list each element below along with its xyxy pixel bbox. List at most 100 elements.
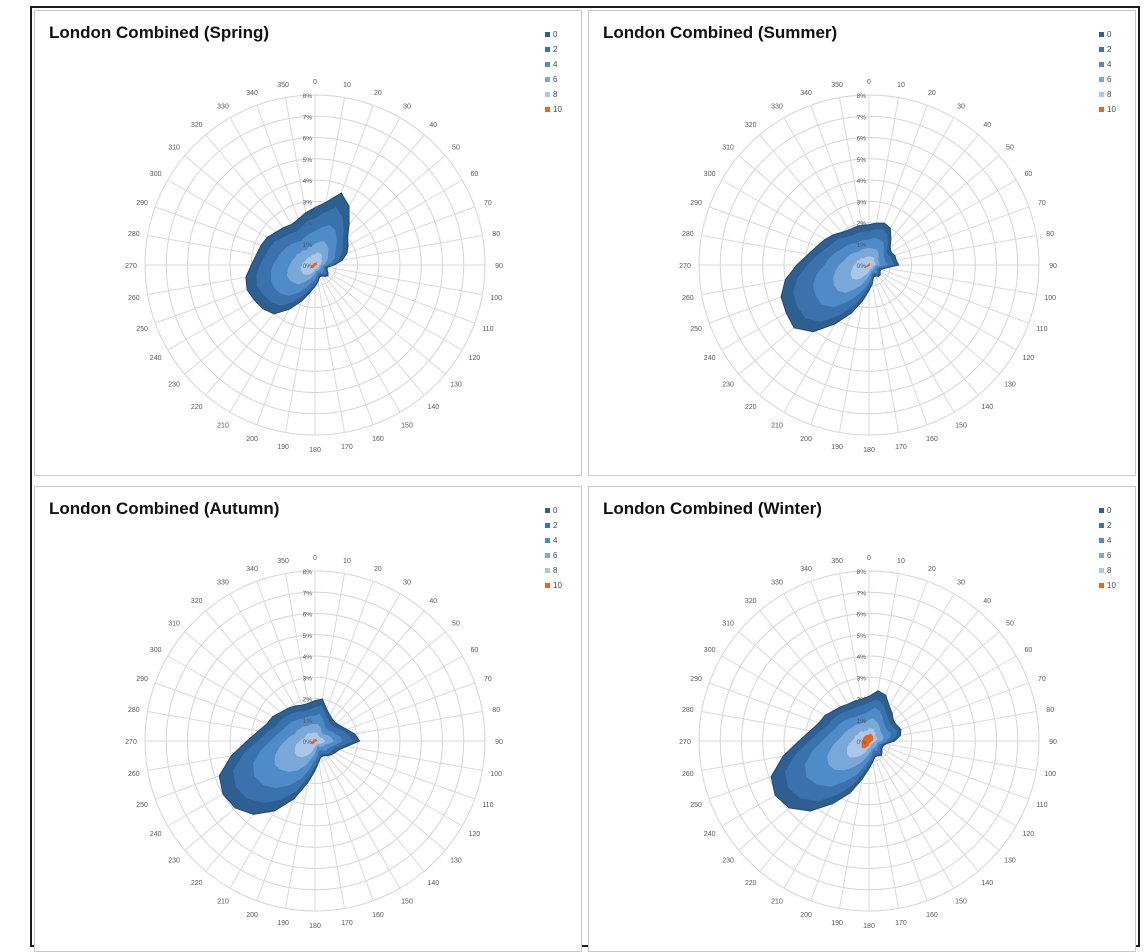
legend-swatch	[545, 77, 550, 82]
legend-swatch	[545, 523, 550, 528]
legend-label: 6	[1107, 551, 1112, 560]
series-area-8	[294, 732, 326, 758]
angle-tick-label: 230	[168, 857, 180, 864]
grid-spoke	[868, 264, 1037, 296]
grid-spoke	[868, 740, 955, 889]
angle-tick-label: 30	[403, 104, 411, 111]
legend-swatch	[545, 32, 550, 37]
angle-tick-label: 340	[800, 90, 812, 97]
angle-tick-label: 240	[704, 355, 716, 362]
angle-tick-label: 120	[469, 355, 481, 362]
legend-item: 0	[1099, 503, 1135, 518]
angle-tick-label: 160	[926, 436, 938, 443]
radial-tick-label: 7%	[303, 590, 313, 597]
radial-tick-label: 3%	[857, 199, 867, 206]
series-area-10	[861, 733, 874, 749]
legend-label: 2	[1107, 45, 1112, 54]
angle-tick-label: 330	[217, 580, 229, 587]
radial-tick-label: 5%	[303, 157, 313, 164]
angle-tick-label: 70	[1038, 676, 1046, 683]
angle-tick-label: 90	[1049, 263, 1057, 270]
legend-item: 4	[1099, 57, 1135, 72]
angle-tick-label: 290	[690, 200, 702, 207]
angle-tick-label: 190	[277, 444, 289, 451]
angle-tick-label: 40	[983, 122, 991, 129]
angle-tick-label: 300	[150, 647, 162, 654]
legend-item: 8	[1099, 87, 1135, 102]
angle-tick-label: 0	[313, 79, 317, 86]
grid-spoke	[868, 264, 928, 425]
legend-swatch	[1099, 583, 1104, 588]
angle-tick-label: 350	[277, 558, 289, 565]
legend-label: 0	[1107, 506, 1112, 515]
legend-label: 6	[553, 551, 558, 560]
angle-tick-label: 150	[401, 422, 413, 429]
legend-item: 2	[545, 42, 581, 57]
angle-tick-label: 310	[722, 145, 734, 152]
angle-tick-label: 210	[217, 422, 229, 429]
angle-tick-label: 190	[831, 920, 843, 927]
grid-spoke	[868, 740, 979, 872]
legend-item: 4	[545, 533, 581, 548]
radial-tick-label: 2%	[303, 221, 313, 228]
legend-label: 2	[553, 521, 558, 530]
angle-tick-label: 40	[983, 598, 991, 605]
grid-spoke	[314, 740, 475, 800]
legend-swatch	[1099, 47, 1104, 52]
legend-swatch	[545, 62, 550, 67]
angle-tick-label: 130	[1004, 381, 1016, 388]
grid-spoke	[314, 740, 401, 889]
legend-label: 4	[1107, 60, 1112, 69]
angle-tick-label: 220	[191, 880, 203, 887]
legend-label: 0	[553, 30, 558, 39]
radar-chart-autumn: 0 10 20 30 40 50 60 70 80 90 100 110 120 130 140 150 160…	[125, 555, 503, 930]
angle-tick-label: 20	[374, 90, 382, 97]
radial-tick-label: 0%	[857, 263, 867, 270]
legend-label: 0	[553, 506, 558, 515]
angle-tick-label: 260	[128, 771, 140, 778]
angle-tick-label: 250	[136, 326, 148, 333]
legend-item: 0	[1099, 27, 1135, 42]
radial-tick-label: 1%	[303, 242, 313, 249]
angle-tick-label: 60	[1024, 171, 1032, 178]
angle-tick-label: 330	[771, 580, 783, 587]
angle-tick-label: 80	[492, 707, 500, 714]
grid-spoke	[314, 740, 374, 901]
angle-tick-label: 310	[168, 621, 180, 628]
grid-spoke	[314, 264, 374, 425]
grid-spoke	[314, 610, 425, 742]
legend-item: 6	[1099, 548, 1135, 563]
angle-tick-label: 20	[374, 566, 382, 573]
legend-swatch	[1099, 508, 1104, 513]
grid-spoke	[314, 740, 463, 827]
radial-tick-label: 5%	[857, 633, 867, 640]
radial-tick-label: 7%	[303, 114, 313, 121]
radial-tick-label: 2%	[303, 697, 313, 704]
angle-tick-label: 210	[771, 422, 783, 429]
angle-tick-label: 50	[1006, 145, 1014, 152]
angle-tick-label: 180	[863, 447, 875, 454]
legend-label: 6	[553, 75, 558, 84]
angle-tick-label: 160	[372, 436, 384, 443]
radial-tick-label: 5%	[303, 633, 313, 640]
grid-spoke	[314, 264, 425, 396]
angle-tick-label: 100	[1044, 295, 1056, 302]
angle-tick-label: 270	[679, 263, 691, 270]
grid-spoke	[314, 740, 446, 851]
angle-tick-label: 150	[955, 898, 967, 905]
radial-tick-label: 2%	[857, 697, 867, 704]
angle-tick-label: 300	[704, 171, 716, 178]
grid-spoke	[314, 740, 425, 872]
grid-spoke	[868, 740, 900, 909]
legend-item: 4	[545, 57, 581, 72]
legend-item: 2	[1099, 518, 1135, 533]
legend-swatch	[545, 107, 550, 112]
legend-swatch	[1099, 568, 1104, 573]
angle-tick-label: 320	[745, 122, 757, 129]
grid-spoke	[868, 234, 1037, 266]
radial-tick-label: 8%	[303, 93, 313, 100]
angle-tick-label: 90	[495, 263, 503, 270]
angle-tick-label: 350	[831, 558, 843, 565]
angle-tick-label: 280	[128, 707, 140, 714]
legend-item: 2	[545, 518, 581, 533]
